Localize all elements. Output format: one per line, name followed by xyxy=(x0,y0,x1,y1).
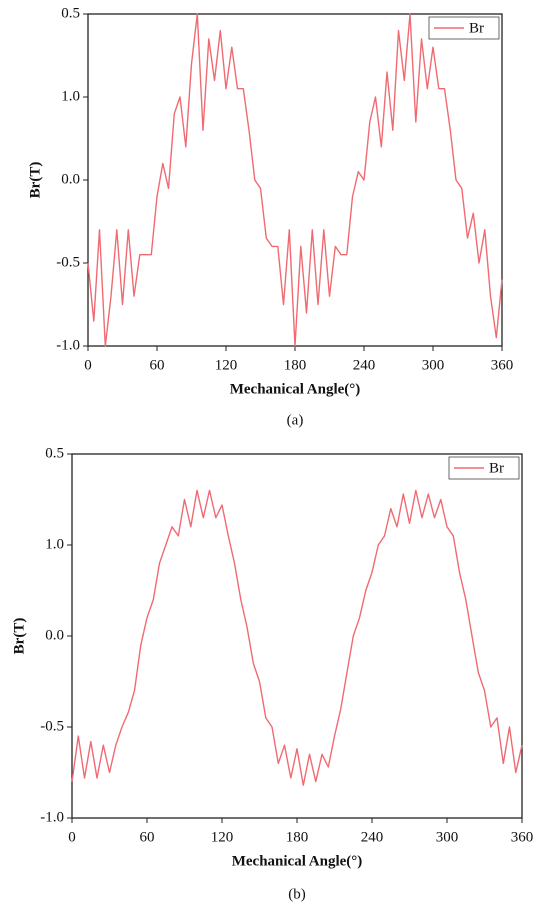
x-tick-label: 240 xyxy=(353,357,376,373)
y-tick-label: 1.0 xyxy=(61,88,80,104)
x-tick-label: 180 xyxy=(286,829,309,845)
legend-label: Br xyxy=(469,20,484,36)
y-tick-label: 0.0 xyxy=(61,171,80,187)
y-tick-label: 0.5 xyxy=(61,5,80,21)
plot-frame xyxy=(71,453,523,819)
x-tick-label: 360 xyxy=(491,357,514,373)
y-tick-label: 0.0 xyxy=(45,627,64,643)
x-tick-label: 360 xyxy=(511,829,534,845)
x-tick-label: 0 xyxy=(68,829,76,845)
data-line xyxy=(71,489,523,786)
y-axis-label: Br(T) xyxy=(11,618,27,655)
data-line xyxy=(87,13,503,347)
y-tick-label: 1.0 xyxy=(45,536,64,552)
caption: (b) xyxy=(288,886,306,902)
plot-frame xyxy=(87,13,503,347)
y-tick-label: -0.5 xyxy=(40,718,64,734)
x-tick-label: 0 xyxy=(84,357,92,373)
x-tick-label: 180 xyxy=(284,357,307,373)
x-tick-label: 300 xyxy=(436,829,459,845)
x-tick-label: 240 xyxy=(361,829,384,845)
x-axis-label: Mechanical Angle(°) xyxy=(232,853,363,869)
y-axis-label: Br(T) xyxy=(27,162,43,199)
x-tick-label: 60 xyxy=(140,829,155,845)
x-tick-label: 60 xyxy=(150,357,165,373)
y-tick-label: -1.0 xyxy=(40,809,64,825)
y-tick-label: 0.5 xyxy=(45,445,64,461)
y-tick-label: -0.5 xyxy=(56,254,80,270)
legend-label: Br xyxy=(489,460,504,476)
x-tick-label: 300 xyxy=(422,357,445,373)
caption: (a) xyxy=(287,412,304,428)
x-axis-label: Mechanical Angle(°) xyxy=(230,381,361,397)
x-tick-label: 120 xyxy=(215,357,238,373)
x-tick-label: 120 xyxy=(211,829,234,845)
y-tick-label: -1.0 xyxy=(56,337,80,353)
